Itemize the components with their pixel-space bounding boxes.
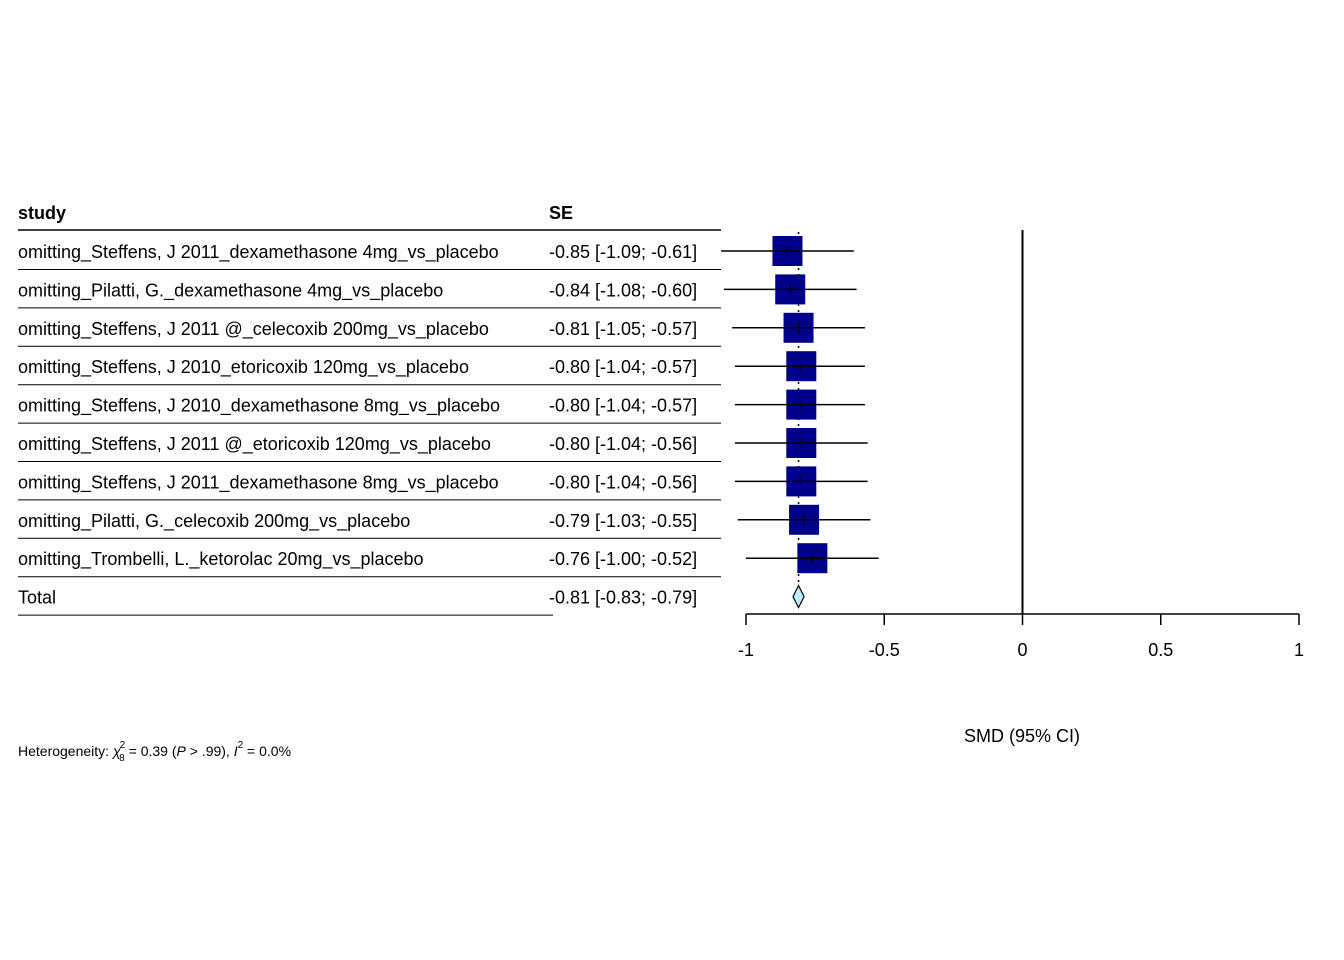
- study-rows: omitting_Steffens, J 2011_dexamethasone …: [18, 242, 721, 616]
- heterogeneity-prefix: Heterogeneity:: [18, 743, 113, 759]
- estimate-label: -0.85 [-1.09; -0.61]: [549, 242, 697, 262]
- i-value: = 0.0%: [243, 743, 291, 759]
- estimate-label: -0.79 [-1.03; -0.55]: [549, 511, 697, 531]
- plot-area: [721, 230, 1024, 614]
- pooled-diamond: [792, 584, 805, 609]
- chi-subscript: 8: [119, 753, 125, 764]
- estimate-label: -0.76 [-1.00; -0.52]: [549, 549, 697, 569]
- heterogeneity-note: Heterogeneity: χ2 8 = 0.39 (P > .99), I2 …: [18, 740, 291, 764]
- study-label: omitting_Pilatti, G._celecoxib 200mg_vs_…: [18, 511, 410, 532]
- study-label: omitting_Steffens, J 2011 @_etoricoxib 1…: [18, 434, 491, 455]
- total-label: Total: [18, 588, 56, 608]
- x-tick-label: 0: [1017, 640, 1027, 660]
- i-superscript: 2: [238, 740, 244, 751]
- study-label: omitting_Pilatti, G._dexamethasone 4mg_v…: [18, 280, 443, 301]
- estimate-label: -0.80 [-1.04; -0.57]: [549, 357, 697, 377]
- x-tick-label: 0.5: [1148, 640, 1173, 660]
- study-label: omitting_Steffens, J 2010_etoricoxib 120…: [18, 357, 469, 378]
- study-label: omitting_Steffens, J 2011 @_celecoxib 20…: [18, 319, 489, 340]
- se-column-header: SE: [549, 203, 573, 223]
- x-axis-label: SMD (95% CI): [964, 726, 1080, 746]
- estimate-label: -0.80 [-1.04; -0.56]: [549, 434, 697, 454]
- chi-value: = 0.39 (: [125, 743, 177, 759]
- estimate-label: -0.84 [-1.08; -0.60]: [549, 280, 697, 300]
- study-column-header: study: [18, 203, 66, 223]
- chi-superscript: 2: [120, 740, 126, 751]
- total-estimate-label: -0.81 [-0.83; -0.79]: [549, 588, 697, 608]
- study-label: omitting_Steffens, J 2011_dexamethasone …: [18, 472, 499, 493]
- i-symbol: I: [234, 743, 238, 759]
- x-tick-label: -1: [738, 640, 754, 660]
- x-axis: -1 -0.5 0 0.5 1: [738, 613, 1304, 660]
- x-tick-label: 1: [1294, 640, 1304, 660]
- study-label: omitting_Trombelli, L._ketorolac 20mg_vs…: [18, 549, 424, 570]
- estimate-label: -0.81 [-1.05; -0.57]: [549, 319, 697, 339]
- study-label: omitting_Steffens, J 2010_dexamethasone …: [18, 396, 500, 417]
- p-value: > .99),: [186, 743, 234, 759]
- p-symbol: P: [177, 743, 187, 759]
- estimate-label: -0.80 [-1.04; -0.57]: [549, 396, 697, 416]
- chi-symbol: χ: [111, 743, 121, 759]
- x-tick-label: -0.5: [869, 640, 900, 660]
- estimate-label: -0.80 [-1.04; -0.56]: [549, 472, 697, 492]
- study-label: omitting_Steffens, J 2011_dexamethasone …: [18, 242, 499, 263]
